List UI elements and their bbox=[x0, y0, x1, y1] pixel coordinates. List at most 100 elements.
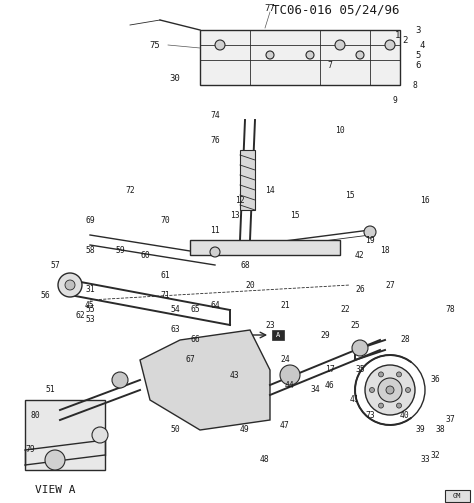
Text: 11: 11 bbox=[210, 225, 220, 234]
Text: 76: 76 bbox=[210, 135, 220, 144]
Text: 75: 75 bbox=[150, 41, 160, 49]
Circle shape bbox=[266, 51, 274, 59]
Text: 64: 64 bbox=[210, 300, 220, 309]
Text: 65: 65 bbox=[190, 305, 200, 314]
Text: 39: 39 bbox=[415, 426, 425, 435]
Text: 55: 55 bbox=[85, 305, 95, 314]
Text: 46: 46 bbox=[325, 380, 335, 389]
Text: 6: 6 bbox=[415, 60, 421, 69]
Text: 58: 58 bbox=[85, 245, 95, 255]
Text: 17: 17 bbox=[325, 366, 335, 375]
Text: 33: 33 bbox=[420, 456, 430, 464]
Text: 41: 41 bbox=[350, 395, 360, 404]
Text: 2: 2 bbox=[402, 36, 408, 44]
Text: 10: 10 bbox=[335, 126, 345, 134]
Circle shape bbox=[352, 340, 368, 356]
Text: 59: 59 bbox=[115, 245, 125, 255]
Text: 7: 7 bbox=[328, 60, 332, 69]
Text: 22: 22 bbox=[340, 305, 350, 314]
Text: 19: 19 bbox=[365, 235, 375, 244]
Text: 42: 42 bbox=[355, 250, 365, 260]
Text: 26: 26 bbox=[355, 286, 365, 294]
Circle shape bbox=[396, 372, 401, 377]
Circle shape bbox=[386, 386, 394, 394]
Text: 79: 79 bbox=[25, 446, 35, 455]
Text: 16: 16 bbox=[420, 196, 430, 205]
Circle shape bbox=[379, 372, 383, 377]
Text: VIEW A: VIEW A bbox=[35, 485, 75, 495]
Text: 51: 51 bbox=[45, 385, 55, 394]
Text: 45: 45 bbox=[85, 300, 95, 309]
Text: 29: 29 bbox=[320, 330, 330, 340]
Text: 30: 30 bbox=[170, 73, 181, 82]
Circle shape bbox=[306, 51, 314, 59]
Text: 8: 8 bbox=[412, 80, 418, 90]
Text: A: A bbox=[276, 332, 280, 338]
Text: 53: 53 bbox=[85, 315, 95, 324]
Text: 80: 80 bbox=[30, 410, 40, 420]
Text: 35: 35 bbox=[355, 366, 365, 375]
Circle shape bbox=[112, 372, 128, 388]
Circle shape bbox=[378, 378, 402, 402]
Text: 23: 23 bbox=[265, 320, 275, 329]
Text: 73: 73 bbox=[365, 410, 375, 420]
Text: 9: 9 bbox=[392, 96, 397, 105]
Text: 49: 49 bbox=[240, 426, 250, 435]
Text: 56: 56 bbox=[40, 291, 50, 299]
Bar bbox=[25, 400, 105, 470]
Circle shape bbox=[405, 387, 410, 392]
Circle shape bbox=[379, 403, 383, 408]
Text: 62: 62 bbox=[75, 310, 85, 319]
Text: TC06-016 05/24/96: TC06-016 05/24/96 bbox=[273, 4, 400, 17]
Text: 69: 69 bbox=[85, 215, 95, 224]
Text: 61: 61 bbox=[160, 271, 170, 280]
Text: 68: 68 bbox=[240, 261, 250, 270]
Text: 60: 60 bbox=[140, 250, 150, 260]
Circle shape bbox=[396, 403, 401, 408]
Circle shape bbox=[45, 450, 65, 470]
Text: 13: 13 bbox=[230, 210, 240, 219]
Bar bbox=[190, 240, 340, 255]
Text: 38: 38 bbox=[435, 426, 445, 435]
Text: 37: 37 bbox=[445, 415, 455, 425]
Circle shape bbox=[65, 280, 75, 290]
Text: 66: 66 bbox=[190, 336, 200, 345]
Bar bbox=[200, 30, 400, 85]
Text: 70: 70 bbox=[160, 215, 170, 224]
Bar bbox=[272, 330, 284, 340]
Text: 27: 27 bbox=[385, 281, 395, 290]
Text: 12: 12 bbox=[235, 196, 245, 205]
Text: 71: 71 bbox=[160, 291, 170, 299]
Circle shape bbox=[215, 40, 225, 50]
Circle shape bbox=[356, 51, 364, 59]
Text: 54: 54 bbox=[170, 305, 180, 314]
Text: 25: 25 bbox=[350, 320, 360, 329]
Text: 44: 44 bbox=[285, 380, 295, 389]
Text: 63: 63 bbox=[170, 325, 180, 334]
Text: 15: 15 bbox=[290, 210, 300, 219]
Circle shape bbox=[365, 365, 415, 415]
Text: 78: 78 bbox=[445, 305, 455, 314]
Text: 20: 20 bbox=[245, 281, 255, 290]
Circle shape bbox=[335, 40, 345, 50]
Text: 24: 24 bbox=[280, 356, 290, 365]
Text: 50: 50 bbox=[170, 426, 180, 435]
Circle shape bbox=[385, 40, 395, 50]
Bar bbox=[445, 490, 470, 502]
Text: 1: 1 bbox=[395, 31, 401, 40]
Text: 3: 3 bbox=[415, 26, 421, 35]
Circle shape bbox=[280, 365, 300, 385]
Text: 36: 36 bbox=[430, 376, 440, 384]
Circle shape bbox=[210, 247, 220, 257]
Text: 43: 43 bbox=[230, 371, 240, 379]
Text: 74: 74 bbox=[210, 111, 220, 120]
Circle shape bbox=[92, 427, 108, 443]
Text: 57: 57 bbox=[50, 261, 60, 270]
Text: 72: 72 bbox=[125, 186, 135, 195]
Text: 28: 28 bbox=[400, 336, 410, 345]
Text: 14: 14 bbox=[265, 186, 275, 195]
Circle shape bbox=[58, 273, 82, 297]
Text: 31: 31 bbox=[85, 286, 95, 294]
Bar bbox=[240, 150, 255, 210]
Text: 67: 67 bbox=[185, 356, 195, 365]
